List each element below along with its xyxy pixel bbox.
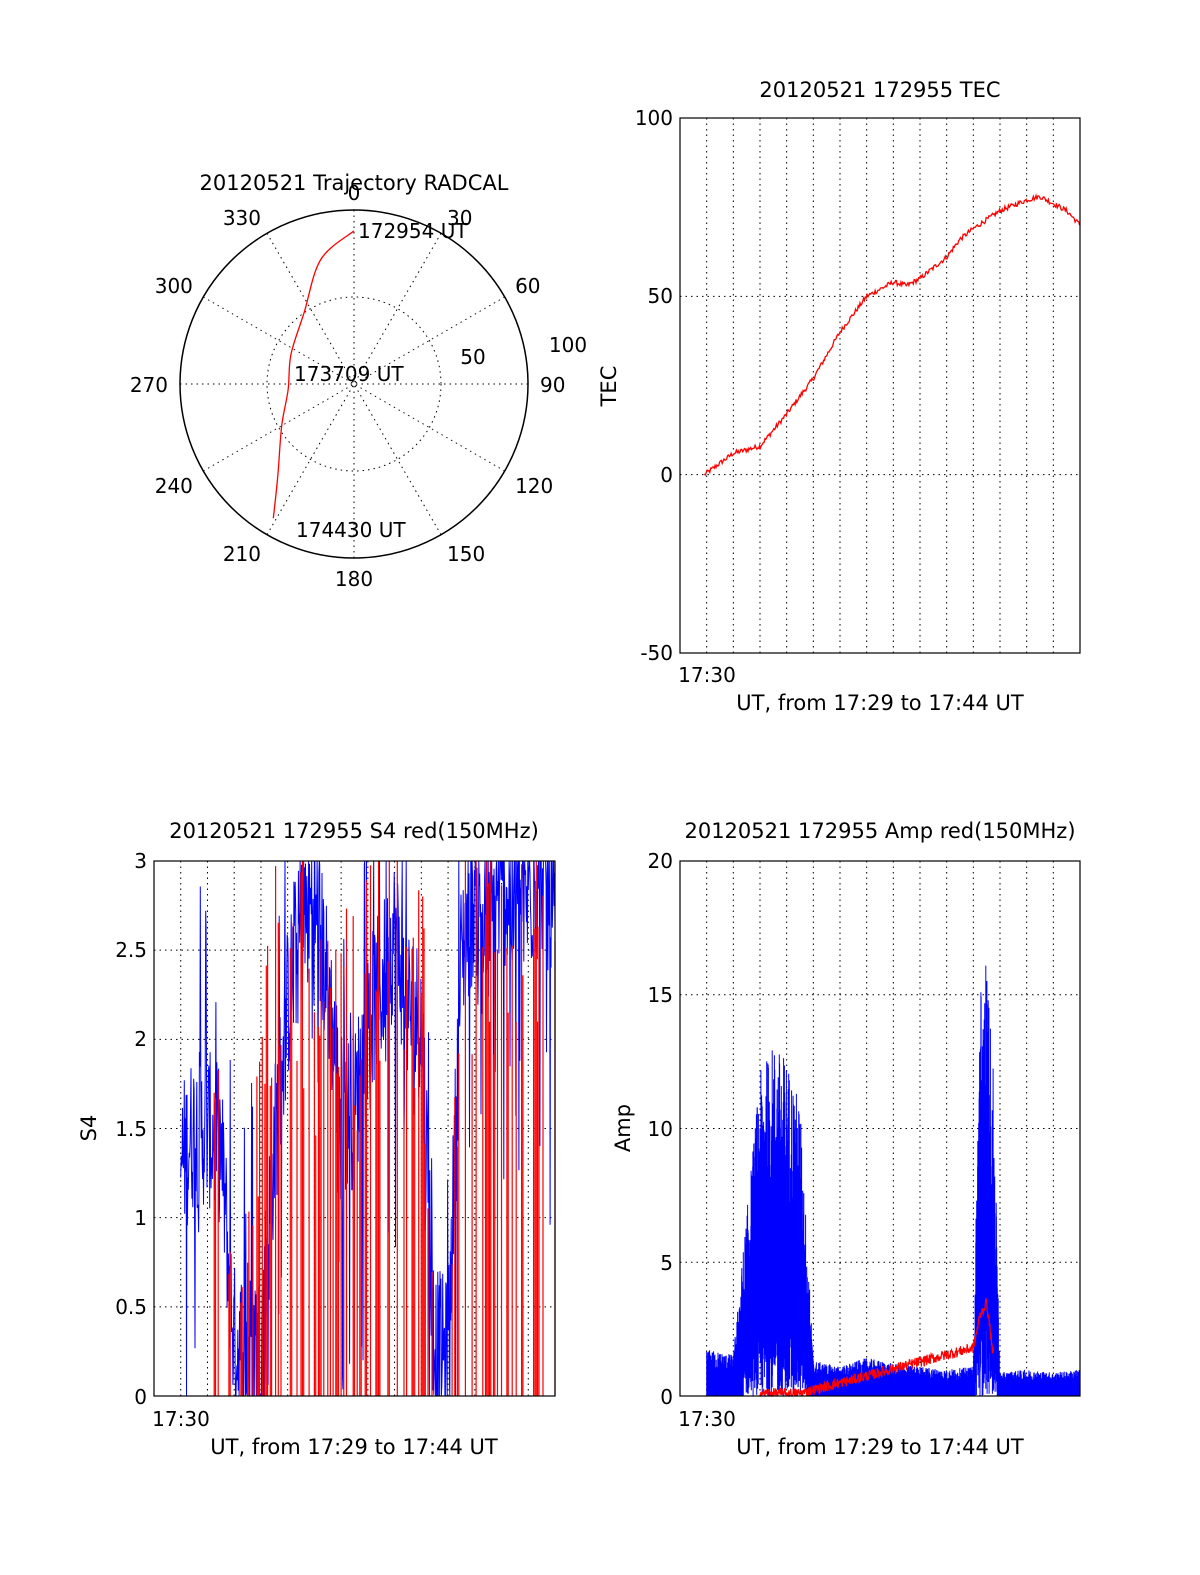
amp-xtick-1730: 17:30: [678, 1407, 736, 1431]
amp-ytick-10: 10: [648, 1117, 673, 1141]
amp-ytick-5: 5: [660, 1251, 673, 1275]
polar-azimuth-label-270: 270: [130, 373, 168, 397]
polar-azimuth-label-60: 60: [515, 274, 540, 298]
polar-panel: 20120521 Trajectory RADCAL 0 30 60 90 120 150…: [130, 171, 587, 591]
polar-radial-label-100: 100: [549, 333, 587, 357]
tec-xlabel: UT, from 17:29 to 17:44 UT: [736, 691, 1024, 715]
amp-ytick-20: 20: [648, 849, 673, 873]
s4-xtick-1730: 17:30: [152, 1407, 210, 1431]
polar-azimuth-label-30: 30: [447, 206, 472, 230]
amp-series: [706, 965, 1081, 1398]
amp-ytick-0: 0: [660, 1385, 673, 1409]
amp-title: 20120521 172955 Amp red(150MHz): [684, 819, 1075, 843]
polar-azimuth-label-90: 90: [540, 373, 565, 397]
polar-azimuth-label-0: 0: [348, 181, 361, 205]
s4-plot-frame: [153, 860, 556, 1397]
polar-annotation-end: 174430 UT: [296, 518, 406, 542]
polar-azimuth-label-210: 210: [223, 542, 261, 566]
s4-series-red-line: [213, 861, 556, 1396]
polar-radial-label-50: 50: [460, 345, 485, 369]
tec-ylabel: TEC: [597, 366, 621, 408]
amp-series-red-line: [759, 1297, 994, 1398]
tec-ytick-neg50: -50: [640, 641, 673, 665]
tec-grid: [680, 118, 1080, 653]
tec-plot-frame: [679, 117, 1081, 654]
polar-azimuth-label-300: 300: [155, 274, 193, 298]
s4-ytick-2-5: 2.5: [115, 938, 147, 962]
s4-panel: 20120521 172955 S4 red(150MHz) 3 2.5 2 1…: [77, 819, 556, 1459]
s4-ytick-0: 0: [134, 1385, 147, 1409]
s4-ytick-2: 2: [134, 1027, 147, 1051]
polar-outer-ring: [179, 209, 529, 559]
tec-xtick-1730: 17:30: [678, 663, 736, 687]
s4-ylabel: S4: [77, 1115, 101, 1142]
polar-ring-50: [266, 296, 442, 472]
amp-xlabel: UT, from 17:29 to 17:44 UT: [736, 1435, 1024, 1459]
polar-trajectory-line: [272, 230, 355, 519]
amp-ytick-15: 15: [648, 983, 673, 1007]
tec-panel: 20120521 172955 TEC 100 50 0 -50 17:30 U…: [597, 78, 1081, 715]
polar-azimuth-labels: 0 30 60 90 120 150 180 210 240 270 300 330: [130, 181, 566, 591]
amp-plot-frame: [679, 860, 1081, 1397]
tec-ytick-0: 0: [660, 463, 673, 487]
amp-grid: [680, 861, 1080, 1396]
tec-title: 20120521 172955 TEC: [759, 78, 1000, 102]
polar-azimuth-label-330: 330: [223, 206, 261, 230]
tec-series-line: [703, 193, 1081, 477]
polar-azimuth-label-150: 150: [447, 542, 485, 566]
tec-ytick-50: 50: [648, 284, 673, 308]
polar-grid: [180, 210, 528, 558]
polar-azimuth-label-240: 240: [155, 474, 193, 498]
polar-azimuth-label-120: 120: [515, 474, 553, 498]
s4-ytick-1: 1: [134, 1206, 147, 1230]
s4-ytick-0-5: 0.5: [115, 1295, 147, 1319]
polar-annotation-start: 172954 UT: [358, 219, 468, 243]
polar-title: 20120521 Trajectory RADCAL: [200, 171, 509, 195]
tec-ytick-100: 100: [635, 106, 673, 130]
polar-azimuth-label-180: 180: [335, 567, 373, 591]
s4-ytick-3: 3: [134, 849, 147, 873]
s4-title: 20120521 172955 S4 red(150MHz): [169, 819, 539, 843]
polar-annotation-mid: 173709 UT: [294, 362, 404, 386]
s4-ytick-1-5: 1.5: [115, 1117, 147, 1141]
amp-ylabel: Amp: [611, 1104, 635, 1152]
s4-xlabel: UT, from 17:29 to 17:44 UT: [210, 1435, 498, 1459]
amp-panel: 20120521 172955 Amp red(150MHz) 20 15 10…: [611, 819, 1081, 1459]
